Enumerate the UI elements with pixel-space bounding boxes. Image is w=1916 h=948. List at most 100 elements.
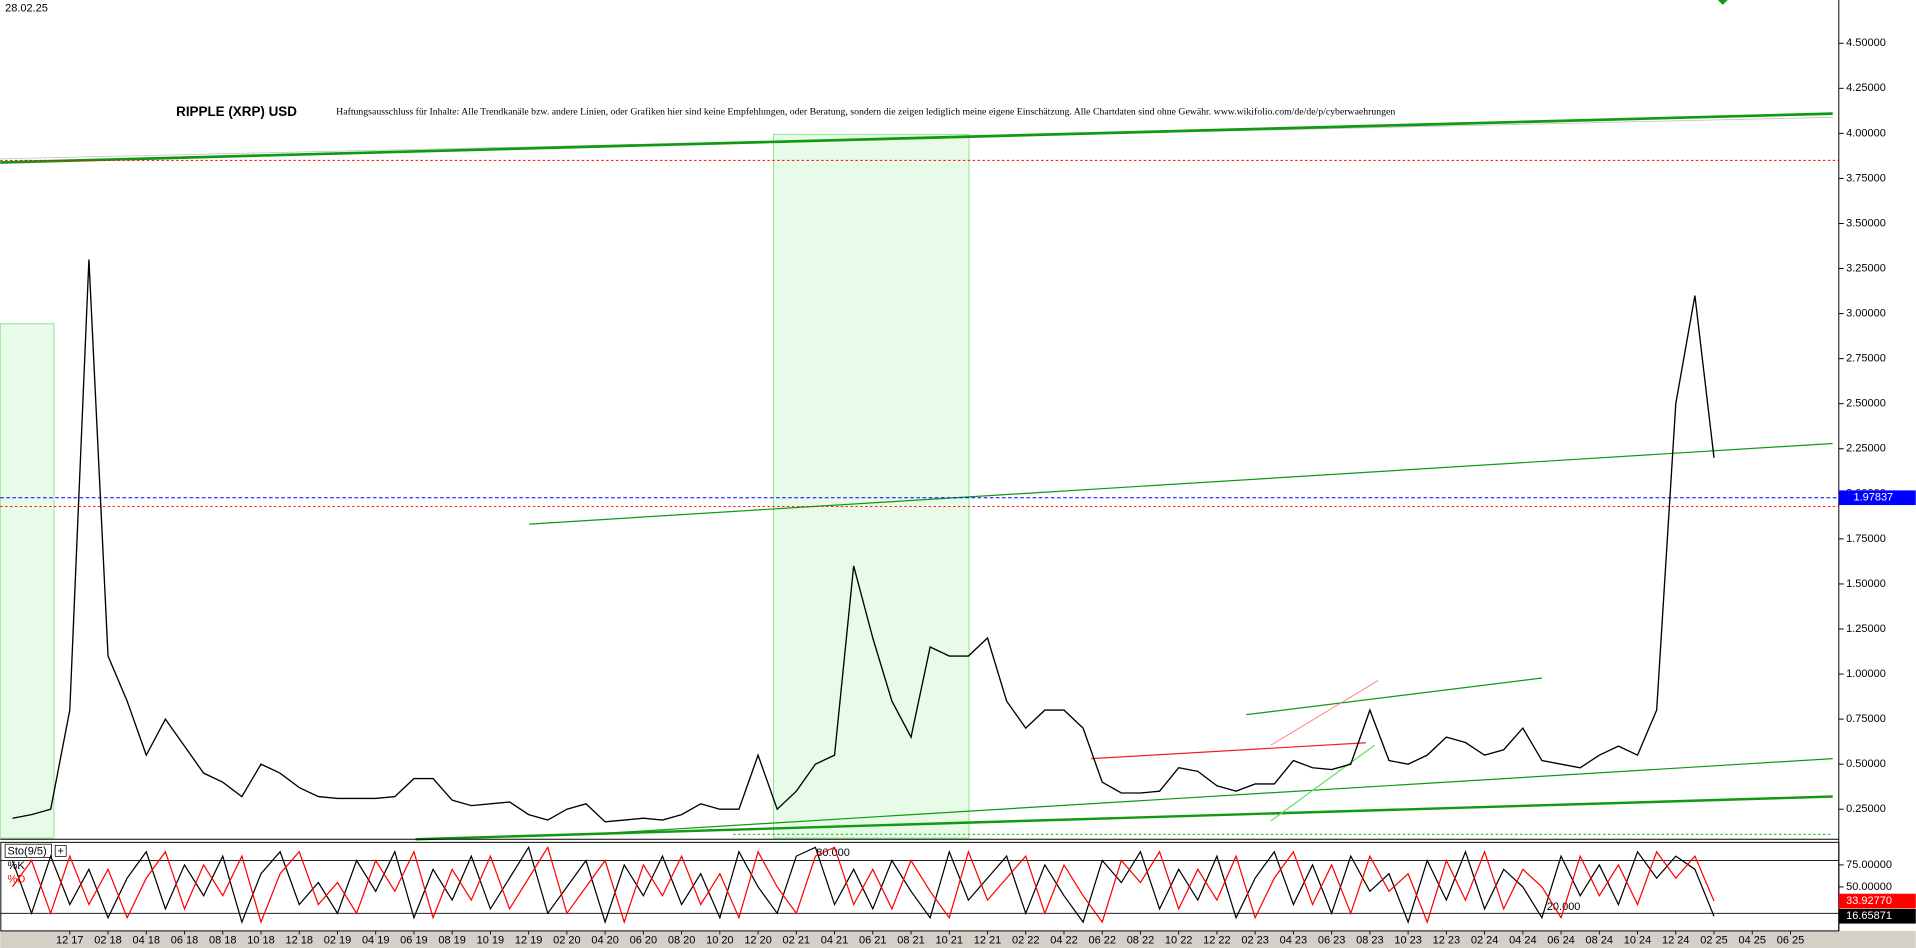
y-tick-label: 3.50000 xyxy=(1846,217,1886,229)
x-tick-label: 06 24 xyxy=(1547,935,1574,947)
last-price-box xyxy=(1838,490,1916,506)
stochastic-line xyxy=(11,845,1715,925)
trend-line xyxy=(586,758,1833,835)
y-tick-label: 4.00000 xyxy=(1846,127,1886,139)
x-tick-label: 12 22 xyxy=(1203,935,1231,947)
y-tick-label: 2.50000 xyxy=(1846,398,1886,410)
price-line xyxy=(12,259,1715,823)
x-tick-label: 04 20 xyxy=(591,935,619,947)
indicator-label-box xyxy=(4,843,52,858)
x-tick-label: 06 18 xyxy=(171,935,199,947)
level-label: 80.000 xyxy=(816,847,850,859)
y-tick-label: 75.00000 xyxy=(1846,859,1892,871)
y-tick-label: 0.75000 xyxy=(1846,713,1886,725)
x-tick-label: 02 21 xyxy=(783,935,811,947)
x-tick-label: 02 24 xyxy=(1471,935,1499,947)
y-tick-label: 0.50000 xyxy=(1846,758,1886,770)
x-tick-label: 02 25 xyxy=(1700,935,1727,947)
last-value-label: 33.92770 xyxy=(1846,895,1892,907)
x-tick-label: 10 24 xyxy=(1624,935,1651,947)
expand-icon[interactable]: + xyxy=(57,845,63,857)
trend-lines xyxy=(0,0,1833,841)
x-tick-label: 08 20 xyxy=(668,935,696,947)
x-tick-label: 10 20 xyxy=(706,935,734,947)
chart-title: RIPPLE (XRP) USD xyxy=(176,104,297,119)
date-label: 28.02.25 xyxy=(5,2,48,14)
last-price-label: 1.97837 xyxy=(1853,492,1893,504)
y-tick-label: 4.50000 xyxy=(1846,37,1886,49)
x-tick-label: 12 21 xyxy=(974,935,1002,947)
x-tick-label: 04 23 xyxy=(1280,935,1307,947)
y-tick-label: 2.75000 xyxy=(1846,353,1886,365)
x-tick-label: 12 19 xyxy=(515,935,543,947)
x-tick-label: 02 18 xyxy=(94,935,122,947)
x-tick-label: 08 19 xyxy=(438,935,466,947)
last-value-label: 16.65871 xyxy=(1846,910,1892,922)
x-tick-label: 10 23 xyxy=(1394,935,1421,947)
x-tick-label: 10 22 xyxy=(1165,935,1193,947)
x-tick-label: 06 20 xyxy=(630,935,658,947)
x-tick-label: 04 22 xyxy=(1050,935,1078,947)
x-tick-label: 04 21 xyxy=(821,935,849,947)
legend-label: %D xyxy=(8,873,26,885)
trend-line xyxy=(1270,680,1379,746)
marker xyxy=(1717,0,1728,5)
x-tick-label: 04 18 xyxy=(133,935,161,947)
y-tick-label: 50.00000 xyxy=(1846,881,1892,893)
disclaimer: Haftungsausschluss für Inhalte: Alle Tre… xyxy=(336,107,1395,118)
x-tick-label: 10 19 xyxy=(477,935,505,947)
y-tick-label: 0.25000 xyxy=(1846,803,1886,815)
stochastic-line xyxy=(11,845,1715,925)
x-tick-label: 08 18 xyxy=(209,935,237,947)
x-tick-label: 02 22 xyxy=(1012,935,1040,947)
x-tick-label: 12 24 xyxy=(1662,935,1689,947)
x-tick-label: 04 25 xyxy=(1739,935,1766,947)
x-tick-label: 12 20 xyxy=(744,935,772,947)
x-tick-label: 06 19 xyxy=(400,935,428,947)
x-tick-label: 08 24 xyxy=(1586,935,1614,947)
zone xyxy=(0,323,55,839)
y-tick-label: 4.25000 xyxy=(1846,82,1886,94)
x-tick-label: 10 21 xyxy=(936,935,964,947)
legend-label: %K xyxy=(8,860,26,872)
expand-button[interactable] xyxy=(54,845,67,857)
y-tick-label: 3.00000 xyxy=(1846,307,1886,319)
x-tick-label: 06 23 xyxy=(1318,935,1346,947)
last-value-box xyxy=(1838,908,1916,924)
y-tick-label: 3.75000 xyxy=(1846,172,1886,184)
indicator-name: Sto(9/5) xyxy=(8,845,47,857)
x-tick-label: 02 19 xyxy=(324,935,352,947)
x-tick-label: 02 23 xyxy=(1241,935,1269,947)
x-tick-label: 08 21 xyxy=(897,935,925,947)
x-tick-label: 12 23 xyxy=(1433,935,1461,947)
x-tick-label: 02 20 xyxy=(553,935,581,947)
x-tick-label: 08 22 xyxy=(1127,935,1155,947)
y-tick-label: 2.25000 xyxy=(1846,443,1886,455)
last-value-box xyxy=(1838,893,1916,909)
x-tick-label: 06 21 xyxy=(859,935,887,947)
zone xyxy=(773,133,970,839)
x-tick-label: 12 18 xyxy=(285,935,313,947)
y-tick-label: 3.25000 xyxy=(1846,262,1886,274)
x-tick-label: 12 17 xyxy=(56,935,83,947)
trend-line xyxy=(415,795,1833,841)
y-tick-label: 1.50000 xyxy=(1846,578,1886,590)
level-label: 20.000 xyxy=(1547,901,1581,913)
x-tick-label: 08 23 xyxy=(1356,935,1384,947)
trend-line xyxy=(1091,742,1367,760)
y-tick-label: 1.25000 xyxy=(1846,623,1886,635)
trend-line xyxy=(1270,744,1375,822)
trend-line xyxy=(529,442,1833,525)
y-tick-label: 1.75000 xyxy=(1846,533,1886,545)
x-axis-strip xyxy=(0,930,1916,948)
x-tick-label: 04 19 xyxy=(362,935,390,947)
x-tick-label: 06 22 xyxy=(1088,935,1116,947)
y-tick-label: 1.00000 xyxy=(1846,668,1886,680)
trend-line xyxy=(0,112,1833,164)
x-tick-label: 10 18 xyxy=(247,935,275,947)
trend-line xyxy=(1246,677,1543,716)
x-tick-label: 06 25 xyxy=(1777,935,1804,947)
x-tick-label: 04 24 xyxy=(1509,935,1537,947)
